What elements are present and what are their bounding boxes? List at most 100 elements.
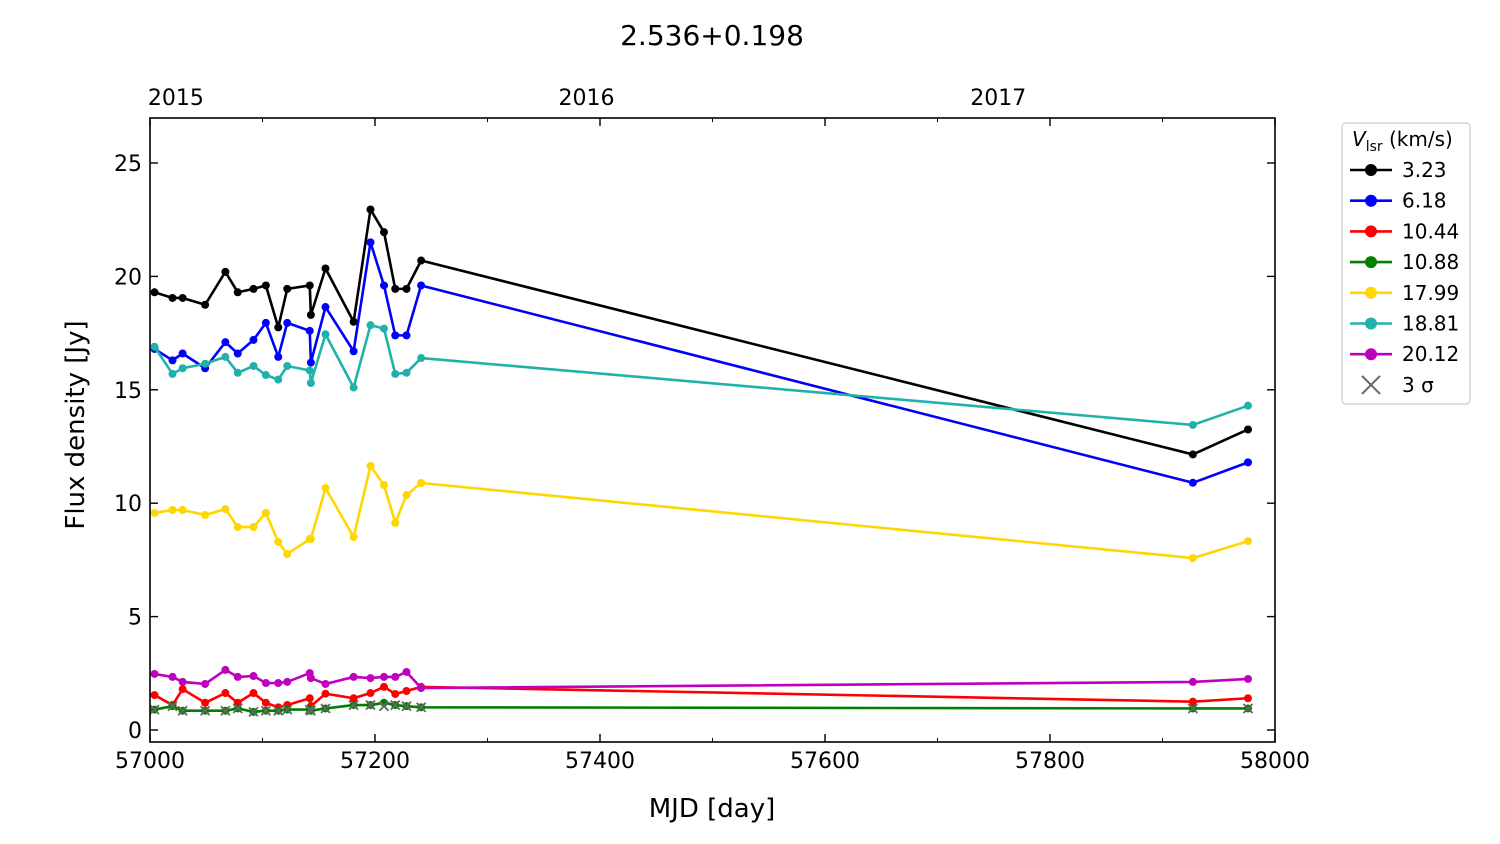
data-point	[306, 674, 315, 683]
data-point	[1188, 677, 1197, 686]
data-point	[1188, 420, 1197, 429]
data-point	[305, 326, 314, 335]
data-point	[283, 318, 292, 327]
data-point	[150, 288, 159, 297]
data-point	[221, 352, 230, 361]
data-point	[1188, 697, 1197, 706]
y-tick-label: 20	[114, 265, 142, 290]
data-point	[380, 324, 388, 333]
data-point	[168, 356, 177, 365]
data-point	[261, 508, 270, 517]
data-point	[391, 672, 400, 681]
data-point	[261, 371, 270, 380]
data-point	[1188, 450, 1197, 459]
data-point	[283, 284, 292, 293]
data-point	[1244, 694, 1252, 703]
data-point	[221, 665, 230, 674]
data-point	[233, 672, 242, 681]
legend-sigma-marker	[1361, 375, 1381, 395]
series-line	[153, 241, 1249, 485]
sigma3-marker	[378, 701, 390, 712]
data-point	[366, 205, 375, 214]
legend-label-sigma: 3 σ	[1402, 373, 1434, 397]
data-point	[1188, 478, 1197, 487]
data-point	[178, 506, 187, 515]
sigma3-marker	[260, 705, 272, 716]
top-year-label: 2017	[970, 86, 1026, 111]
sigma3-marker	[415, 702, 427, 713]
data-point	[380, 481, 388, 490]
x-tick-label: 57600	[790, 749, 860, 774]
data-point	[417, 256, 426, 265]
data-point	[201, 698, 210, 707]
data-point	[305, 694, 314, 703]
data-point	[233, 698, 242, 707]
data-point	[233, 349, 242, 358]
x-tick-label: 57000	[115, 749, 185, 774]
sigma3-marker	[199, 705, 211, 716]
series-3.23	[150, 205, 1252, 459]
axes: 57000 57200 57400 57600 57800 58000 0 5 10 15 20 25…	[114, 86, 1310, 774]
data-point	[366, 238, 375, 247]
data-point	[349, 383, 358, 392]
data-point	[402, 284, 411, 293]
y-tick-label: 10	[114, 492, 142, 517]
data-point	[366, 689, 375, 698]
legend-marker	[1365, 348, 1377, 361]
data-point	[1244, 425, 1252, 434]
data-point	[233, 368, 242, 377]
data-point	[261, 281, 270, 290]
data-point	[201, 679, 210, 688]
data-point	[306, 378, 315, 387]
legend-marker	[1365, 317, 1377, 330]
data-point	[306, 535, 315, 544]
y-tick-label: 25	[114, 152, 142, 177]
series-6.18	[150, 238, 1252, 487]
series-line	[153, 323, 1249, 427]
data-point	[305, 366, 314, 375]
data-point	[417, 281, 426, 290]
data-point	[283, 677, 292, 686]
plot-area	[149, 205, 1254, 717]
series-line	[154, 701, 1248, 714]
data-point	[380, 281, 388, 290]
x-tick-label: 58000	[1240, 749, 1310, 774]
top-year-label: 2015	[148, 86, 204, 111]
data-point	[274, 375, 283, 384]
data-point	[178, 685, 187, 694]
data-point	[349, 347, 358, 356]
series-18.81	[150, 321, 1252, 429]
data-point	[417, 354, 426, 363]
data-point	[249, 523, 258, 532]
sigma3-marker	[177, 705, 188, 716]
data-point	[305, 281, 314, 290]
series-17.99	[150, 462, 1252, 563]
sigma3-marker	[248, 706, 259, 717]
data-point	[178, 364, 187, 373]
series-line	[153, 685, 1249, 709]
top-year-label: 2016	[559, 86, 615, 111]
sigma3-marker	[149, 704, 160, 715]
sigma3-marker	[1242, 703, 1254, 714]
data-point	[321, 330, 330, 339]
sigma3-marker	[320, 703, 331, 714]
data-point	[221, 267, 230, 276]
legend: Vlsr (km/s) 3.23 6.18 10.44 10.88 17.99 18.81 2…	[1341, 122, 1471, 405]
data-point	[201, 300, 210, 309]
sigma3-marker	[220, 705, 231, 716]
x-axis-label: MJD [day]	[649, 794, 776, 824]
data-point	[402, 368, 411, 377]
data-point	[274, 537, 283, 546]
data-point	[402, 667, 411, 676]
data-point	[274, 679, 283, 688]
data-point	[150, 342, 159, 351]
data-point	[221, 505, 230, 514]
legend-label: 3.23	[1402, 158, 1447, 182]
data-point	[1188, 554, 1197, 563]
data-point	[283, 361, 292, 370]
data-point	[233, 288, 242, 297]
data-point	[321, 264, 330, 273]
data-point	[249, 689, 258, 698]
data-point	[402, 331, 411, 340]
plot-frame	[149, 117, 1276, 743]
